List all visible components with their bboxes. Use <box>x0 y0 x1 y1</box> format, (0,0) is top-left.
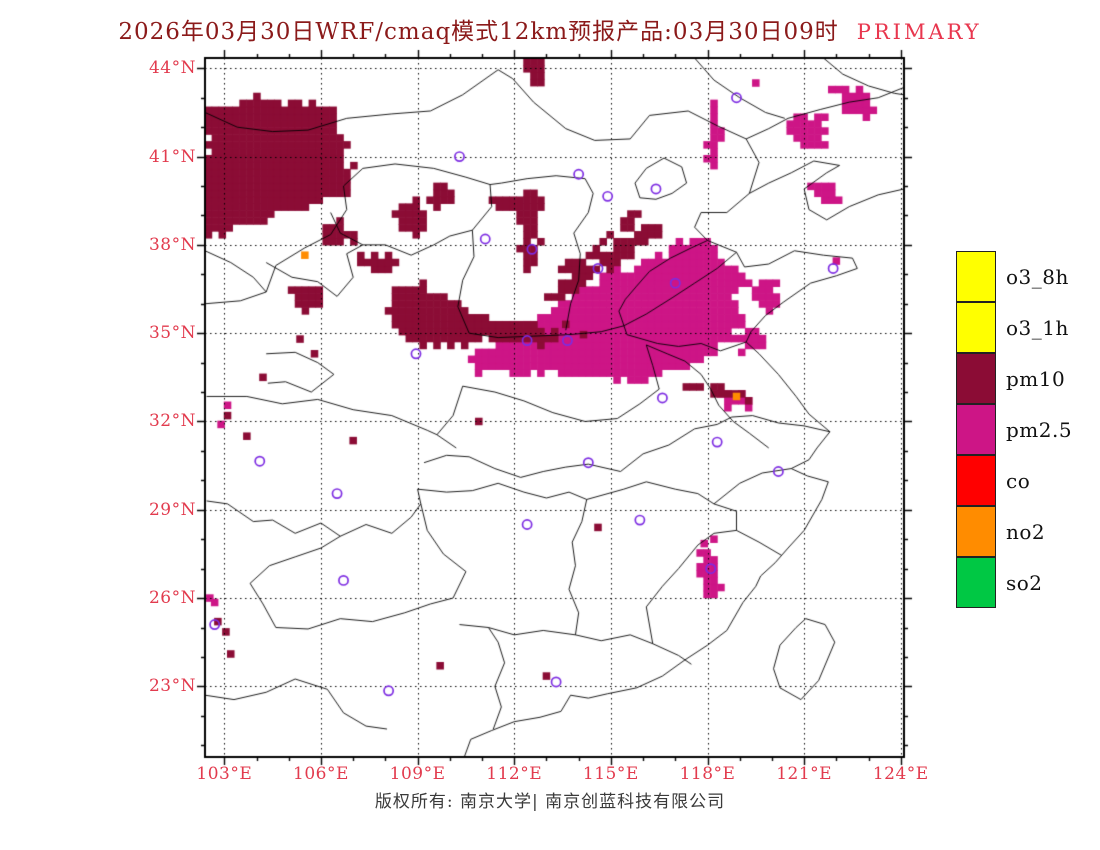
legend-item-so2: so2 <box>956 556 1072 608</box>
legend-item-pm10: pm10 <box>956 352 1072 404</box>
legend-label: no2 <box>1006 519 1046 544</box>
lon-tick-label: 115°E <box>582 764 639 784</box>
title-pollutant-label: PRIMARY <box>856 20 982 44</box>
legend-swatch-co <box>956 454 996 506</box>
legend-item-pm2.5: pm2.5 <box>956 403 1073 455</box>
lon-tick-label: 124°E <box>872 764 929 784</box>
lon-tick-label: 121°E <box>776 764 833 784</box>
legend-item-o3_8h: o3_8h <box>956 251 1072 302</box>
legend-label: co <box>1006 468 1031 493</box>
legend-swatch-o3_1h <box>956 301 996 353</box>
lon-tick-label: 112°E <box>486 764 543 784</box>
legend-swatch-pm10 <box>956 352 996 404</box>
lat-tick-label: 38°N <box>148 234 196 255</box>
lat-tick-label: 41°N <box>148 146 196 167</box>
page-title: 2026年03月30日WRF/cmaq模式12km预报产品:03月30日09时 P… <box>0 12 1100 46</box>
lon-tick-label: 109°E <box>389 764 446 784</box>
legend-swatch-o3_8h <box>956 251 996 302</box>
lat-tick-label: 23°N <box>148 676 196 697</box>
legend-swatch-no2 <box>956 505 996 557</box>
lon-tick-label: 103°E <box>196 764 253 784</box>
title-main-text: 2026年03月30日WRF/cmaq模式12km预报产品:03月30日09时 <box>118 19 839 45</box>
legend-item-no2: no2 <box>956 505 1072 557</box>
lat-tick-label: 44°N <box>148 58 196 79</box>
legend-label: pm2.5 <box>1006 417 1073 442</box>
lon-tick-label: 118°E <box>679 764 736 784</box>
lon-tick-label: 106°E <box>293 764 349 784</box>
lat-tick-label: 35°N <box>148 323 196 344</box>
legend-label: o3_1h <box>1006 315 1069 340</box>
legend-swatch-pm2.5 <box>956 403 996 455</box>
lat-tick-label: 32°N <box>148 411 196 432</box>
legend-label: so2 <box>1006 570 1043 595</box>
legend-label: o3_8h <box>1006 264 1069 289</box>
pollutant-legend: o3_8h o3_1h pm10 pm2.5 co no2 so2 <box>956 251 1072 608</box>
legend-item-co: co <box>956 454 1072 506</box>
lat-tick-label: 26°N <box>148 588 196 609</box>
lat-tick-label: 29°N <box>148 499 196 520</box>
legend-item-o3_1h: o3_1h <box>956 301 1072 353</box>
copyright-footer: 版权所有: 南京大学| 南京创蓝科技有限公司 <box>374 792 726 812</box>
legend-swatch-so2 <box>956 556 996 608</box>
legend-label: pm10 <box>1006 366 1066 391</box>
